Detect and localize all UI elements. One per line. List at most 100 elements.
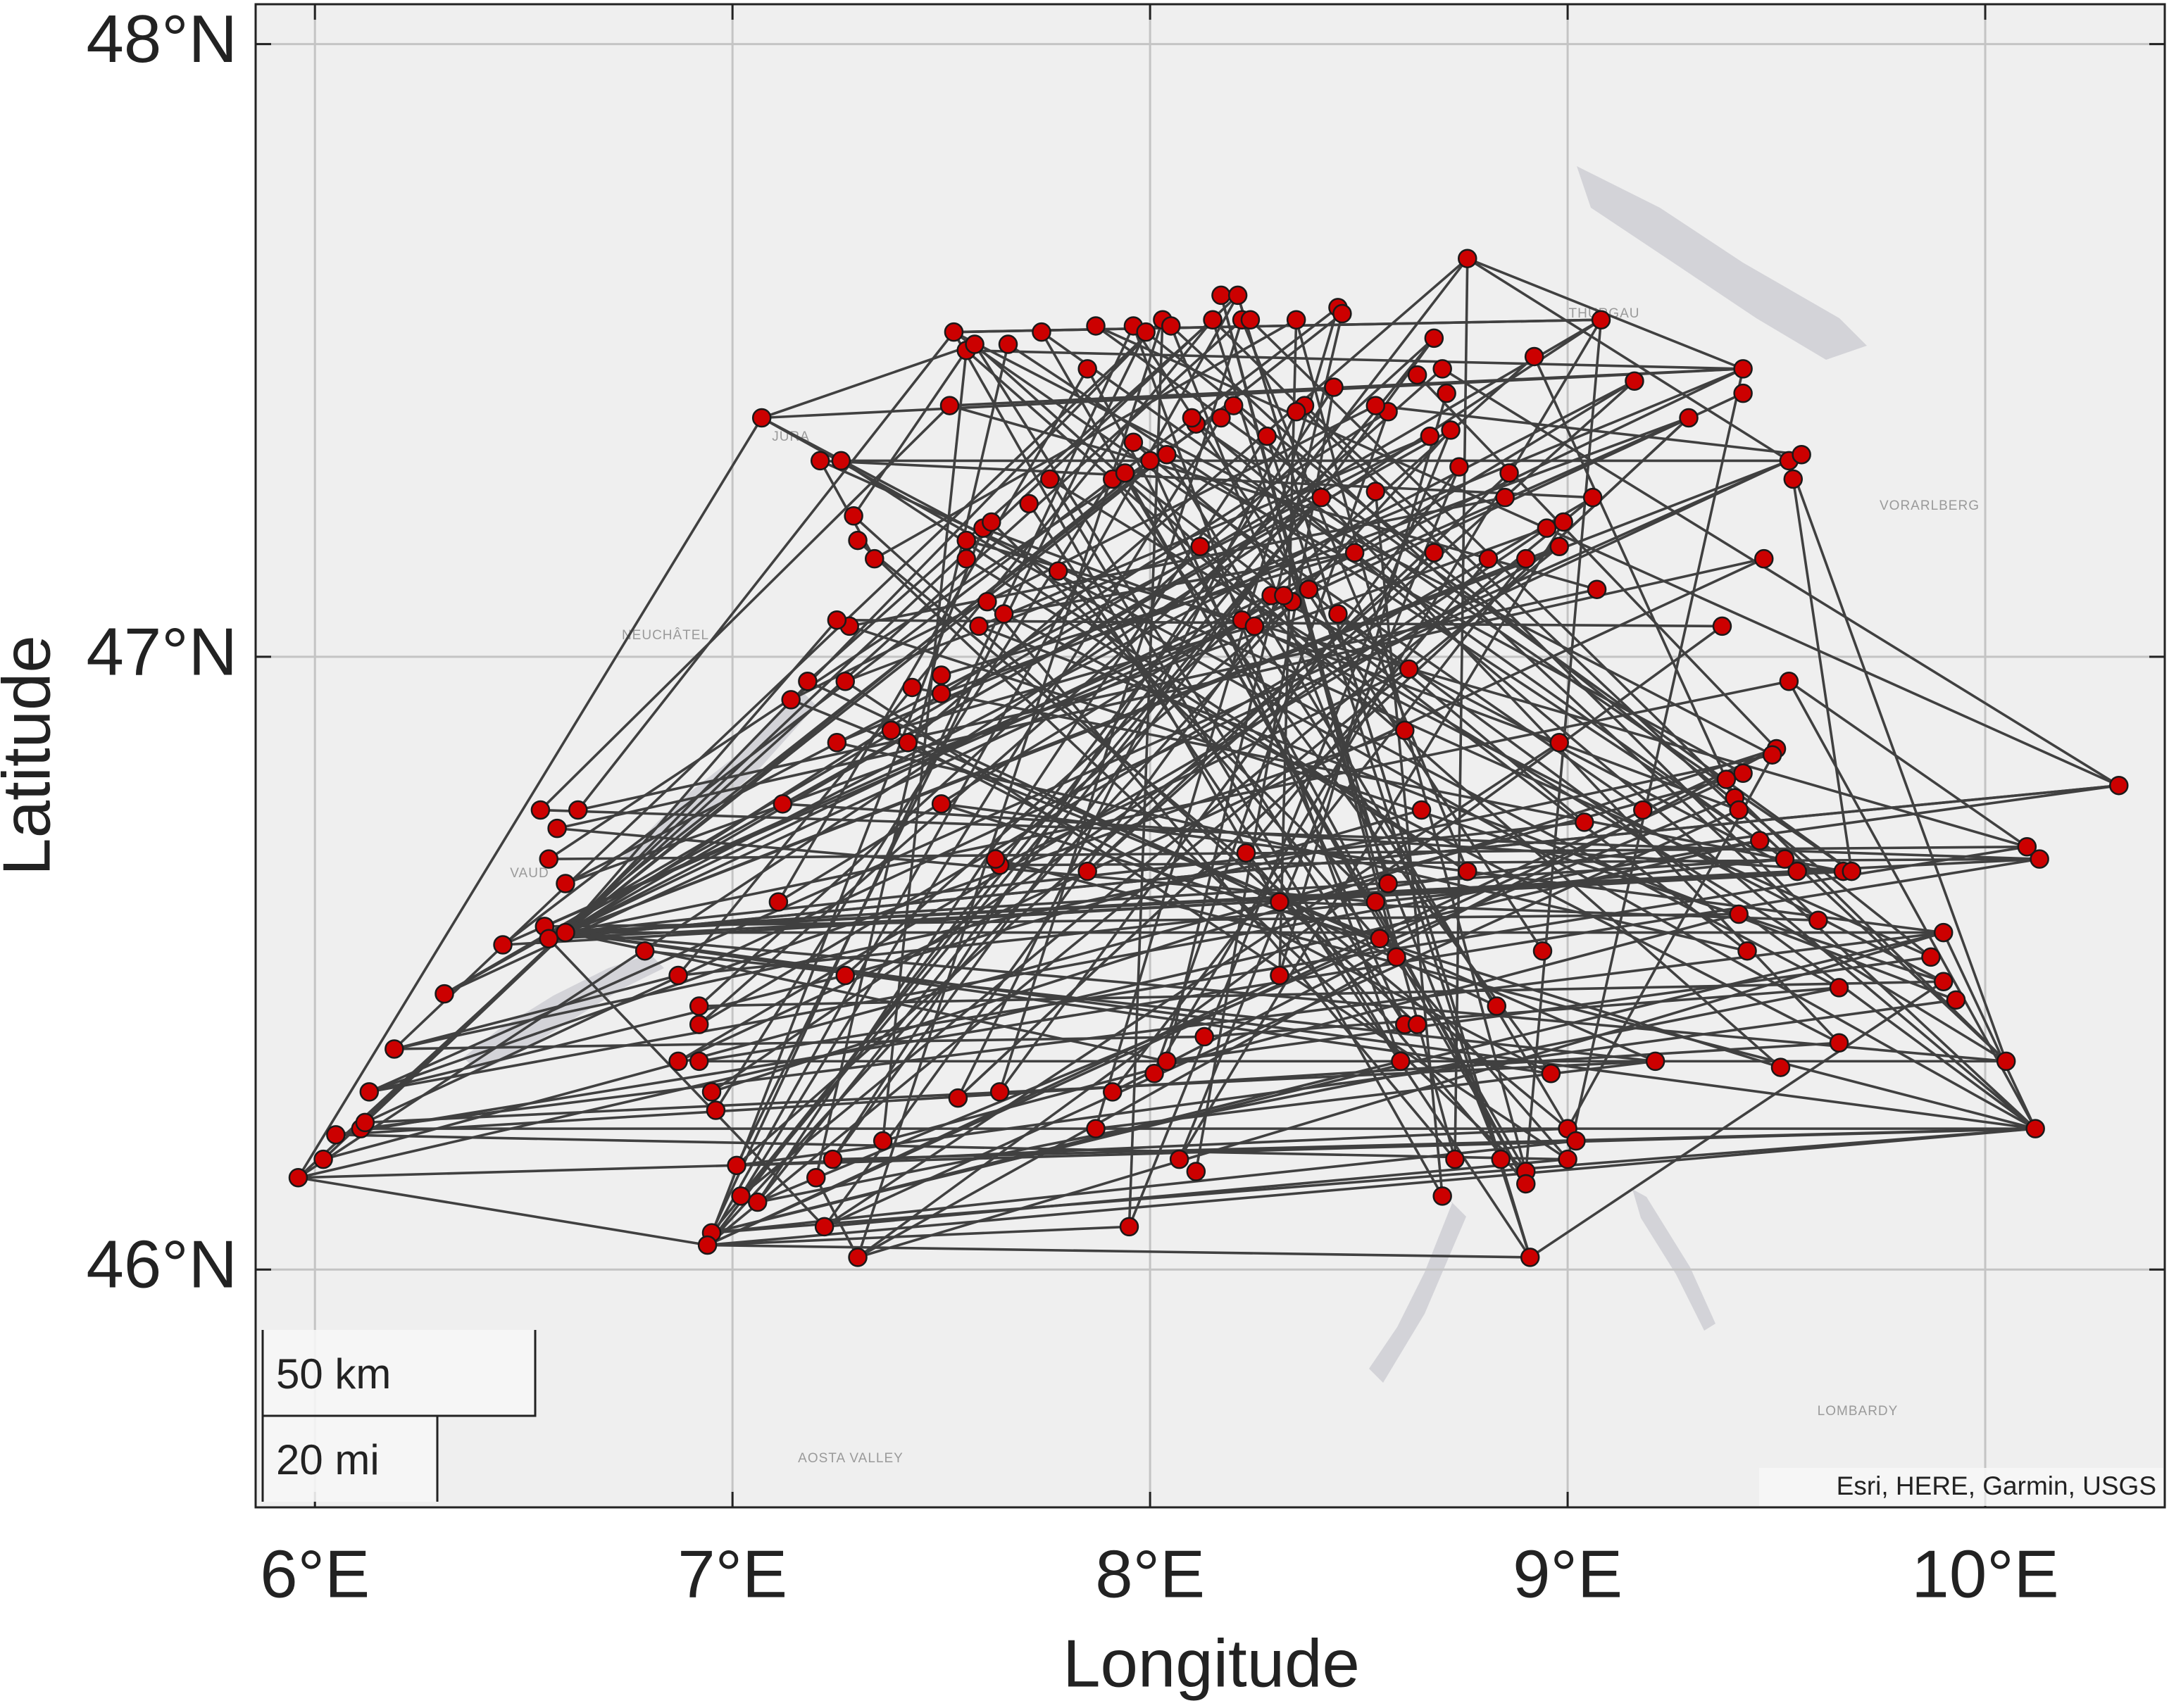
node [727, 1155, 746, 1176]
edge [844, 680, 1569, 1161]
node [1449, 457, 1469, 477]
map-label: LOMBARDY [1818, 1404, 1899, 1419]
node [359, 1082, 380, 1102]
node [313, 1149, 333, 1169]
map-labels: JURANEUCHÂTELVAUDTHURGAUVORARLBERGAOSTA … [510, 306, 1979, 1466]
node [844, 506, 863, 526]
y-tick-label: 48°N [87, 1, 238, 77]
edge [298, 1176, 708, 1247]
node [1633, 800, 1653, 820]
edge [323, 778, 1727, 1161]
node [931, 794, 951, 814]
edge [1111, 558, 1527, 1093]
edge [823, 594, 1285, 1228]
lake [1632, 1189, 1715, 1331]
lake [1369, 1189, 1466, 1383]
node [965, 334, 985, 354]
lake [1577, 166, 1867, 360]
node [731, 1186, 751, 1206]
edge [761, 416, 1840, 989]
node [556, 922, 575, 943]
node [1792, 444, 1811, 465]
node [1048, 561, 1068, 581]
edge [565, 410, 1389, 934]
node [1491, 1149, 1511, 1169]
node [835, 672, 856, 691]
node [1549, 536, 1569, 557]
edge [677, 858, 1785, 977]
node [1829, 1033, 1849, 1053]
node [1750, 831, 1770, 850]
edge [819, 459, 1932, 959]
edge [824, 1157, 1568, 1229]
y-tick-label: 46°N [87, 1227, 238, 1302]
edge [1003, 613, 1840, 1044]
node [1086, 1119, 1106, 1138]
edge [547, 938, 825, 1228]
edge [1170, 325, 2037, 1130]
node [1407, 365, 1427, 385]
edge [444, 429, 1451, 996]
node [1733, 383, 1753, 403]
edge [986, 601, 1456, 1160]
edge [544, 600, 1293, 928]
node [831, 451, 851, 471]
edge [444, 318, 1602, 996]
edge [1788, 680, 2028, 848]
edge [807, 680, 1498, 1007]
node [1762, 745, 1782, 765]
node [1933, 972, 1954, 991]
edge [1466, 257, 1790, 462]
node [835, 965, 856, 986]
node [1424, 543, 1444, 563]
y-tick-label: 47°N [87, 614, 238, 689]
node [1712, 616, 1732, 636]
map-label: AOSTA VALLEY [798, 1451, 904, 1466]
edge [1792, 479, 1854, 872]
node [1274, 586, 1294, 605]
y-axis-label: Latitude [0, 635, 64, 876]
edge [1123, 472, 1527, 1185]
node [1808, 910, 1828, 930]
edge [364, 931, 567, 1124]
scale-label: 50 km [276, 1350, 391, 1398]
edge [832, 337, 1435, 1160]
node [1829, 978, 1849, 998]
edge [707, 1127, 2036, 1247]
edge [1165, 453, 1569, 1130]
node [1737, 941, 1757, 961]
node [697, 1235, 718, 1255]
scale-line [261, 1414, 439, 1502]
node [1520, 1248, 1540, 1267]
edge [757, 986, 1839, 1204]
node [1365, 396, 1386, 415]
node [706, 1100, 726, 1120]
edge [677, 319, 1214, 977]
node [1102, 1082, 1123, 1102]
edge [852, 349, 968, 517]
node [768, 892, 789, 912]
edge [1337, 613, 2037, 1130]
edge [577, 331, 955, 811]
node [1370, 929, 1389, 949]
edge [757, 796, 1735, 1204]
scale-bar: 50 km 20 mi [260, 1330, 537, 1502]
node [689, 1015, 709, 1034]
node [798, 672, 818, 691]
edge [1304, 404, 2007, 1062]
node [1754, 548, 1774, 569]
node [2025, 1119, 2045, 1138]
node [1123, 432, 1144, 453]
node [1186, 1162, 1206, 1181]
node [668, 1051, 688, 1072]
edge [1787, 680, 2037, 1129]
edge [394, 974, 679, 1050]
edge [368, 839, 1761, 1093]
node [2109, 775, 2129, 796]
edge [297, 318, 1602, 1179]
edge [394, 753, 1773, 1050]
edge [711, 1139, 1577, 1234]
node [635, 941, 655, 961]
